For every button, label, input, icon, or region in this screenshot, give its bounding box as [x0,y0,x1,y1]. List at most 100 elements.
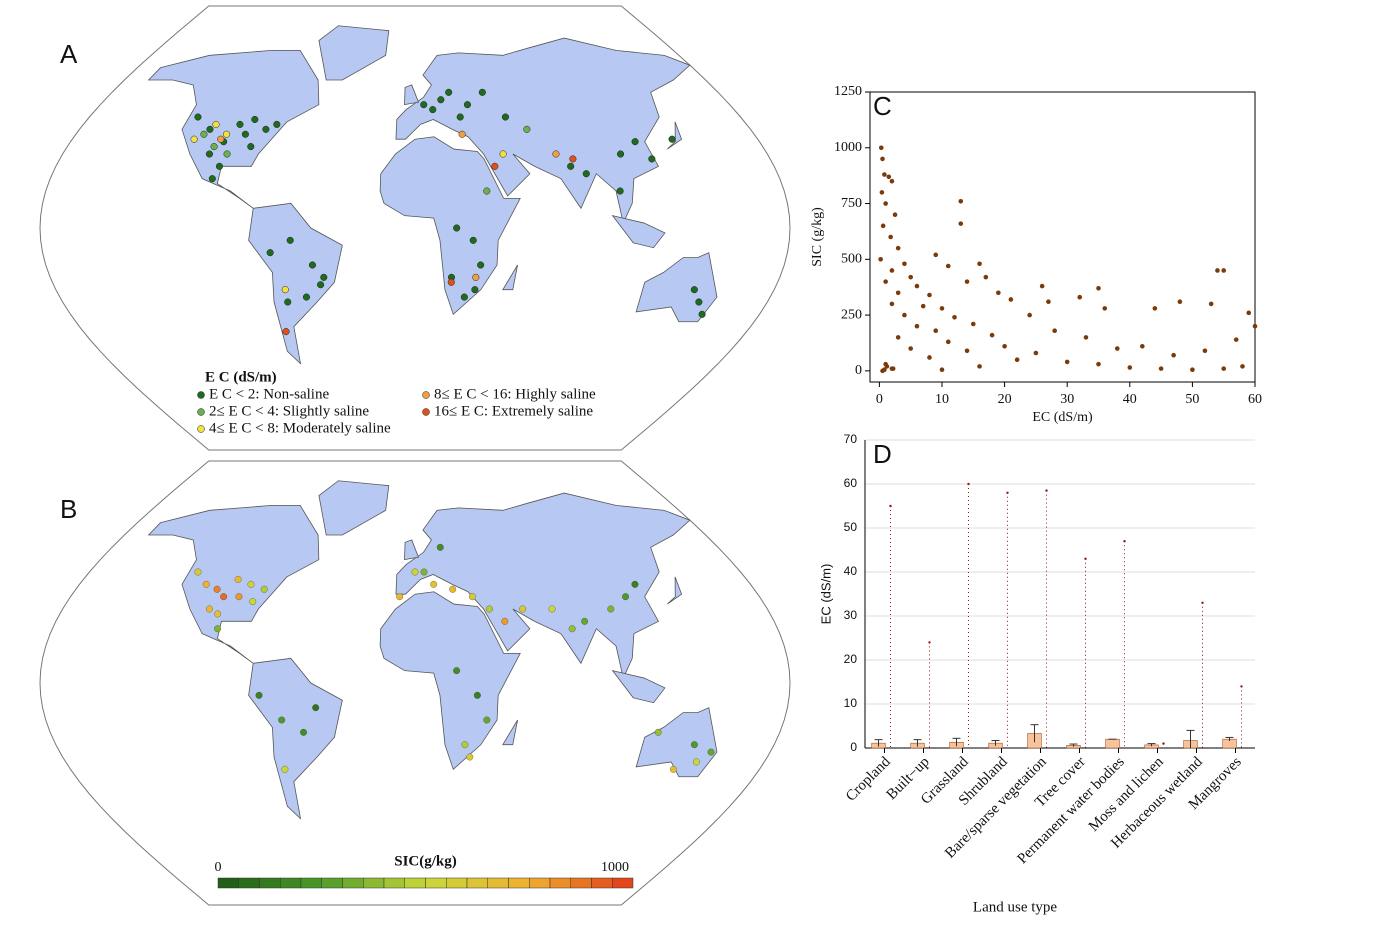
y-tick-label: 500 [841,252,862,267]
scatter-point [882,367,887,373]
landmass [667,576,683,605]
scatter-point [945,339,951,345]
scatter-point [889,268,895,273]
scatter-point [1190,367,1195,373]
scatter-point [1171,352,1176,358]
y-tick-label: 250 [841,307,862,322]
max-point [1201,601,1204,604]
landmass [395,492,691,680]
map-point [695,298,703,306]
scatter-point [933,252,939,258]
y-tick-label: 1000 [834,140,862,155]
map-point [690,286,698,294]
map-point [519,605,527,613]
x-axis-title: EC (dS/m) [1032,410,1093,425]
scatter-point [952,315,957,320]
scatter-point [964,279,970,284]
map-point [190,135,198,143]
map-point [631,138,639,146]
map-point [648,155,656,163]
map-point [194,568,202,576]
max-point [1240,685,1243,688]
scatter-point [927,292,932,298]
landmass [395,37,691,225]
scatter-point [914,283,920,289]
scatter-point [1096,286,1101,291]
y-axis-title: SIC (g/kg) [810,207,825,267]
scatter-point [1083,335,1089,340]
panel-letter: A [60,39,78,69]
map-point [461,741,469,749]
scatter-point [892,212,898,217]
scatter-point [902,261,907,267]
map-point [260,585,268,593]
landmass [318,25,390,81]
landmass [248,657,343,820]
colorbar-cell [446,877,468,889]
legend-swatch [197,391,205,399]
map-point [210,143,218,151]
y-tick-label: 40 [844,564,858,578]
legend-label: 2≤ E C < 4: Slightly saline [209,403,369,419]
y-tick-label: 70 [844,432,858,446]
map-point [478,88,486,96]
scatter-point [958,199,964,204]
map-point [215,162,223,170]
map-point [312,704,320,712]
scatter-point [878,257,883,262]
scatter-point [902,312,907,318]
colorbar-cell [612,877,634,889]
map-point [654,728,662,736]
map-point [499,150,507,158]
map-point [396,593,404,601]
map-point [213,585,221,593]
scatter-point [882,172,887,177]
map-point [214,625,221,633]
map-point [466,753,474,761]
colorbar-cell [383,877,405,889]
landmass [379,136,521,316]
map-point [471,286,479,294]
map-point [320,273,328,281]
map-point [420,101,428,109]
y-tick-label: 50 [844,520,858,534]
scatter-point [879,190,885,195]
x-tick-label: 60 [1248,392,1262,407]
map-point [607,605,615,613]
y-tick-label: 10 [844,696,858,710]
map-point [205,605,213,613]
map-point [552,150,560,158]
scatter-point [989,332,995,338]
scatter-point [883,279,888,284]
scatter-point [1077,294,1083,300]
map-point [302,293,311,301]
map-point [569,155,577,163]
map-point [200,130,208,138]
colorbar-cell [259,877,281,889]
map-point [222,130,231,138]
x-tick-label: 40 [1123,392,1137,407]
legend-title: E C (dS/m) [205,369,277,385]
map-point [278,716,286,724]
landmass [147,50,320,209]
scatter-point [1027,312,1032,318]
scatter-point [1064,359,1070,365]
scatter-point [945,263,951,269]
map-point [468,593,476,601]
y-tick-label: 30 [844,608,858,622]
scatter-point [1246,310,1252,316]
y-axis-title: EC (dS/m) [818,564,833,625]
scatter-point [908,274,913,280]
scatter-point [889,178,895,184]
map-point [317,281,325,289]
map-point [430,580,438,588]
map-point [458,130,466,138]
scatter-point [1221,366,1226,371]
legend-swatch [422,408,430,416]
scatter-point [880,223,886,229]
map-point [501,113,509,121]
scatter-point [886,174,892,180]
landmass [611,670,666,704]
y-tick-label: 1250 [834,84,862,99]
scatter-point [964,348,970,354]
